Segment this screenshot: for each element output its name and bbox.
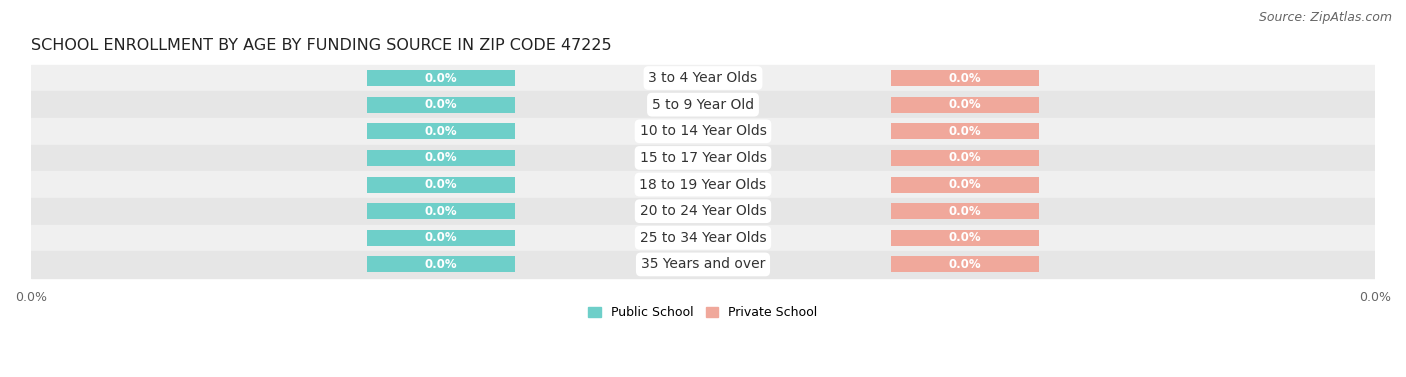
Text: 0.0%: 0.0%	[425, 258, 457, 271]
Bar	[31, 65, 1375, 91]
Bar	[31, 171, 1375, 198]
Bar	[367, 256, 515, 273]
Text: 0.0%: 0.0%	[425, 231, 457, 244]
Bar	[31, 118, 1375, 145]
Bar	[31, 225, 1375, 251]
Text: 0.0%: 0.0%	[425, 72, 457, 84]
Bar	[891, 203, 1039, 219]
Bar	[891, 176, 1039, 193]
Text: 20 to 24 Year Olds: 20 to 24 Year Olds	[640, 204, 766, 218]
Text: 10 to 14 Year Olds: 10 to 14 Year Olds	[640, 124, 766, 138]
Text: 0.0%: 0.0%	[425, 205, 457, 218]
Text: 0.0%: 0.0%	[949, 178, 981, 191]
Text: 0.0%: 0.0%	[949, 125, 981, 138]
Text: 0.0%: 0.0%	[949, 152, 981, 164]
Text: 0.0%: 0.0%	[949, 258, 981, 271]
Bar	[31, 198, 1375, 225]
Text: 18 to 19 Year Olds: 18 to 19 Year Olds	[640, 178, 766, 192]
Bar	[367, 123, 515, 139]
Text: 0.0%: 0.0%	[949, 98, 981, 111]
Text: 3 to 4 Year Olds: 3 to 4 Year Olds	[648, 71, 758, 85]
Bar	[891, 230, 1039, 246]
Bar	[367, 70, 515, 86]
Text: 35 Years and over: 35 Years and over	[641, 257, 765, 271]
Text: 0.0%: 0.0%	[949, 231, 981, 244]
Text: 5 to 9 Year Old: 5 to 9 Year Old	[652, 98, 754, 112]
Text: 15 to 17 Year Olds: 15 to 17 Year Olds	[640, 151, 766, 165]
Text: 0.0%: 0.0%	[425, 125, 457, 138]
Text: 0.0%: 0.0%	[949, 72, 981, 84]
Bar	[31, 91, 1375, 118]
Bar	[367, 203, 515, 219]
Bar	[367, 150, 515, 166]
Bar	[891, 70, 1039, 86]
Text: 0.0%: 0.0%	[425, 98, 457, 111]
Text: SCHOOL ENROLLMENT BY AGE BY FUNDING SOURCE IN ZIP CODE 47225: SCHOOL ENROLLMENT BY AGE BY FUNDING SOUR…	[31, 38, 612, 53]
Bar	[891, 150, 1039, 166]
Bar	[367, 230, 515, 246]
Bar	[891, 256, 1039, 273]
Text: 0.0%: 0.0%	[425, 178, 457, 191]
Bar	[367, 97, 515, 113]
Bar	[31, 145, 1375, 171]
Text: Source: ZipAtlas.com: Source: ZipAtlas.com	[1258, 11, 1392, 24]
Bar	[891, 123, 1039, 139]
Text: 0.0%: 0.0%	[425, 152, 457, 164]
Text: 0.0%: 0.0%	[949, 205, 981, 218]
Text: 25 to 34 Year Olds: 25 to 34 Year Olds	[640, 231, 766, 245]
Bar	[31, 251, 1375, 278]
Bar	[891, 97, 1039, 113]
Legend: Public School, Private School: Public School, Private School	[583, 301, 823, 324]
Bar	[367, 176, 515, 193]
